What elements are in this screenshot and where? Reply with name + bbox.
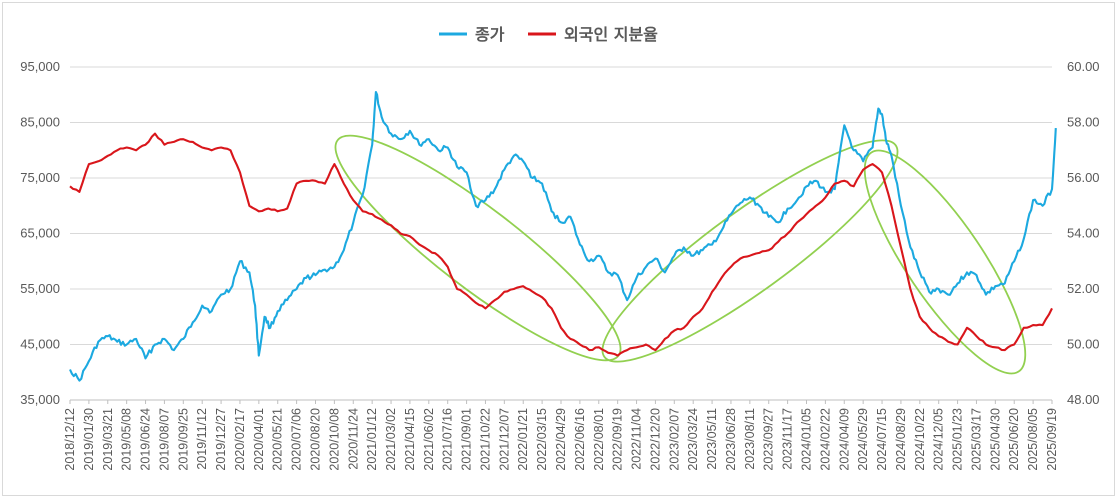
x-axis-tick-label: 2020/05/21 <box>271 408 285 471</box>
x-axis-tick-label: 2020/10/08 <box>327 408 341 471</box>
x-axis-tick-label: 2024/01/05 <box>800 408 814 471</box>
annotation-ellipse <box>601 139 899 363</box>
x-axis-tick-label: 2019/03/21 <box>101 408 115 471</box>
x-axis-tick-label: 2019/08/07 <box>157 408 171 471</box>
x-axis-tick-label: 2021/01/12 <box>365 408 379 471</box>
gridlines <box>70 66 1052 401</box>
x-axis-tick-label: 2023/08/11 <box>743 408 757 470</box>
x-axis-tick-label: 2025/04/30 <box>988 408 1002 471</box>
x-axis-tick-label: 2022/08/01 <box>592 408 606 471</box>
x-axis-tick-label: 2020/02/17 <box>233 408 247 471</box>
x-axis-tick-label: 2025/01/23 <box>951 408 965 471</box>
left-axis-tick-label: 75,000 <box>20 170 60 185</box>
right-axis-tick-label: 60.00 <box>1067 59 1100 74</box>
x-axis-tick-label: 2023/11/17 <box>781 408 795 470</box>
x-axis-tick-label: 2019/09/25 <box>176 408 190 471</box>
x-axis-tick-label: 2023/02/07 <box>667 408 681 471</box>
x-axis-tick-label: 2021/09/01 <box>460 408 474 471</box>
x-axis-tick-label: 2022/09/19 <box>611 408 625 471</box>
x-axis-tick-label: 2024/02/22 <box>818 408 832 471</box>
series-line-foreign-ratio <box>69 132 1053 357</box>
x-axis-tick-label: 2025/06/20 <box>1007 408 1021 471</box>
x-axis-tick-label: 2025/09/19 <box>1045 408 1059 471</box>
x-axis-tick-label: 2021/04/15 <box>403 408 417 471</box>
series-lines <box>69 90 1057 382</box>
x-axis-tick-label: 2020/07/06 <box>290 408 304 471</box>
series-line-close-price <box>69 90 1057 382</box>
x-axis-tick-label: 2019/05/08 <box>120 408 134 471</box>
x-axis-tick-label: 2022/04/29 <box>554 408 568 471</box>
x-axis: 2018/12/12 2019/01/30 2019/03/21 2019/05/08… <box>63 400 1059 471</box>
x-axis-tick-label: 2020/08/20 <box>309 408 323 471</box>
x-axis-tick-label: 2021/12/07 <box>497 408 511 471</box>
x-axis-tick-label: 2019/11/12 <box>195 408 209 470</box>
x-axis-tick-label: 2019/06/24 <box>139 408 153 471</box>
x-axis-tick-label: 2024/07/15 <box>875 408 889 471</box>
x-axis-tick-label: 2018/12/12 <box>63 408 77 471</box>
x-axis-tick-label: 2024/05/29 <box>856 408 870 471</box>
x-axis-tick-label: 2022/12/20 <box>648 408 662 471</box>
x-axis-tick-label: 2025/08/05 <box>1026 408 1040 471</box>
right-axis-tick-label: 48.00 <box>1067 392 1100 407</box>
right-axis-tick-label: 58.00 <box>1067 115 1100 130</box>
x-axis-tick-label: 2020/11/24 <box>346 408 360 470</box>
left-axis-tick-label: 95,000 <box>20 59 60 74</box>
legend-label-close-price: 종가 <box>475 25 505 44</box>
x-axis-tick-label: 2022/06/16 <box>573 408 587 471</box>
x-axis-tick-label: 2023/06/28 <box>724 408 738 471</box>
x-axis-tick-label: 2024/08/29 <box>894 408 908 471</box>
x-axis-tick-label: 2022/03/15 <box>535 408 549 471</box>
x-axis-tick-label: 2023/05/11 <box>705 408 719 470</box>
legend-label-foreign-ratio: 외국인 지분율 <box>564 25 658 44</box>
x-axis-tick-label: 2021/07/16 <box>441 408 455 471</box>
annotation-ellipse <box>863 149 1027 375</box>
x-axis-tick-label: 2024/12/05 <box>932 408 946 471</box>
x-axis-tick-label: 2023/09/27 <box>762 408 776 471</box>
left-axis-tick-label: 35,000 <box>20 392 60 407</box>
x-axis-tick-label: 2023/03/24 <box>686 408 700 471</box>
x-axis-tick-label: 2019/12/27 <box>214 408 228 471</box>
x-axis-tick-label: 2021/06/02 <box>422 408 436 471</box>
legend: 종가 외국인 지분율 <box>439 25 658 44</box>
left-axis-tick-label: 85,000 <box>20 115 60 130</box>
x-axis-tick-label: 2024/10/22 <box>913 408 927 471</box>
x-axis-tick-label: 2025/03/17 <box>969 408 983 471</box>
left-axis-tick-label: 65,000 <box>20 226 60 241</box>
x-axis-tick-label: 2021/03/02 <box>384 408 398 471</box>
x-axis-tick-label: 2022/01/21 <box>516 408 530 471</box>
x-axis-tick-label: 2022/11/04 <box>630 408 644 470</box>
right-axis-tick-label: 50.00 <box>1067 337 1100 352</box>
right-axis-tick-label: 52.00 <box>1067 281 1100 296</box>
left-y-axis: 95,000 85,000 75,000 65,000 55,000 45,000 35,0… <box>20 59 60 407</box>
right-axis-tick-label: 56.00 <box>1067 170 1100 185</box>
x-axis-tick-label: 2021/10/22 <box>478 408 492 471</box>
right-y-axis: 60.00 58.00 56.00 54.00 52.00 50.00 48.00 <box>1067 59 1100 407</box>
left-axis-tick-label: 45,000 <box>20 337 60 352</box>
x-axis-tick-label: 2024/04/09 <box>837 408 851 471</box>
left-axis-tick-label: 55,000 <box>20 281 60 296</box>
right-axis-tick-label: 54.00 <box>1067 226 1100 241</box>
x-axis-tick-label: 2019/01/30 <box>82 408 96 471</box>
x-axis-tick-label: 2020/04/01 <box>252 408 266 471</box>
